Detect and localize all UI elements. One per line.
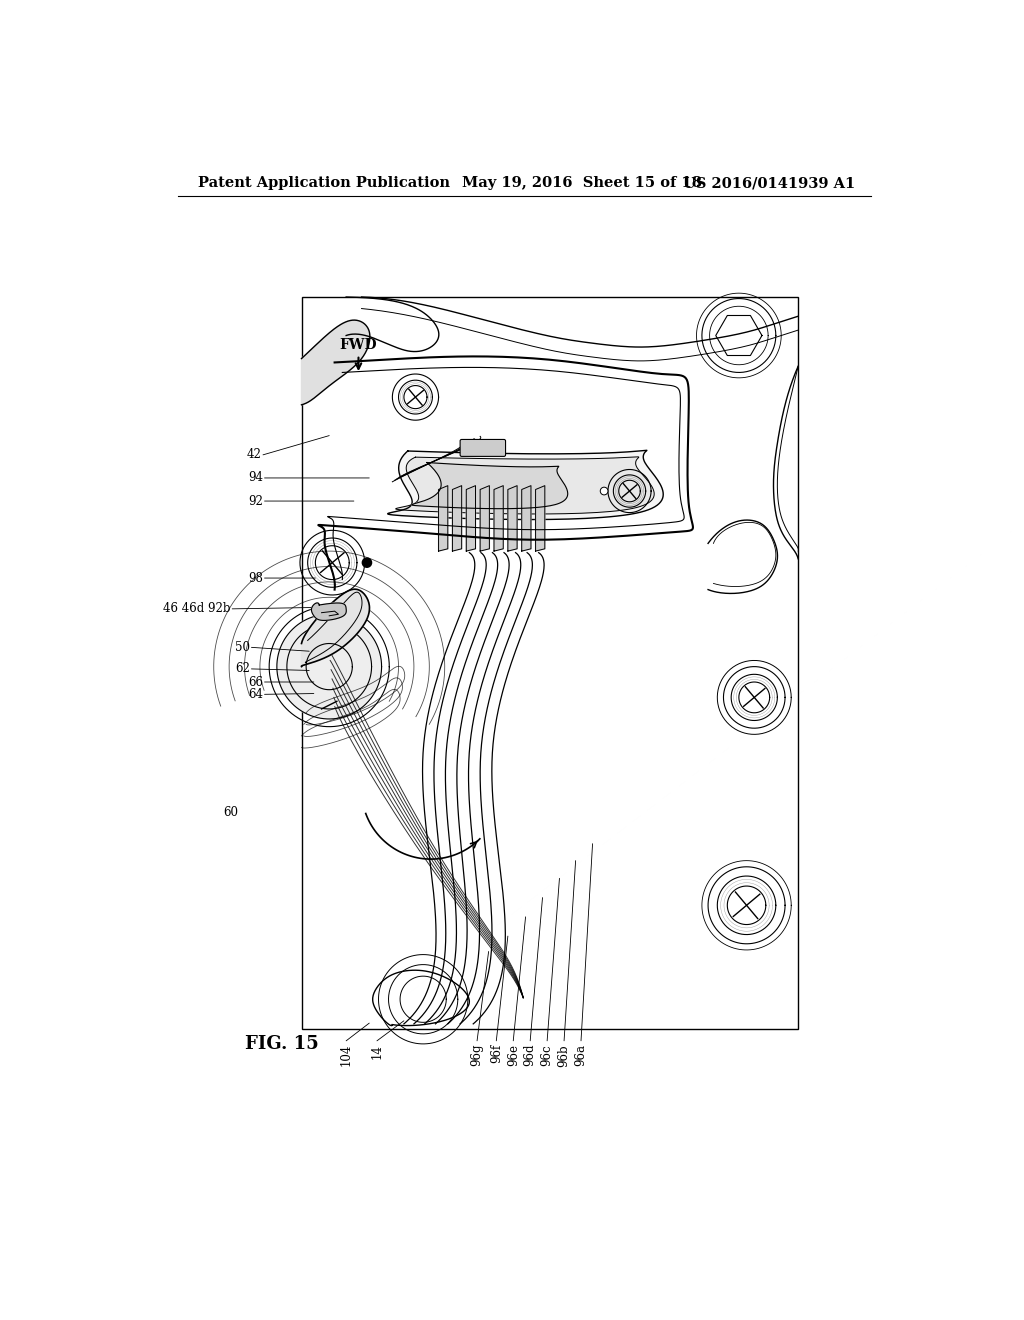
Text: 92: 92	[248, 495, 263, 508]
Polygon shape	[301, 589, 370, 667]
Polygon shape	[536, 486, 545, 552]
Text: 104: 104	[340, 1044, 352, 1067]
Polygon shape	[508, 486, 517, 552]
Polygon shape	[438, 486, 447, 552]
Polygon shape	[395, 457, 654, 513]
Text: 14: 14	[371, 1044, 383, 1059]
Text: 46 46d 92b: 46 46d 92b	[163, 602, 230, 615]
Text: 96e: 96e	[507, 1044, 520, 1067]
Polygon shape	[521, 486, 531, 552]
Text: 98: 98	[248, 572, 263, 585]
Circle shape	[600, 487, 608, 495]
Text: FIG. 15: FIG. 15	[245, 1035, 318, 1052]
Text: May 19, 2016  Sheet 15 of 18: May 19, 2016 Sheet 15 of 18	[462, 176, 701, 190]
Bar	[301, 297, 798, 1028]
Polygon shape	[466, 486, 475, 552]
Text: 66: 66	[248, 676, 263, 689]
Text: US 2016/0141939 A1: US 2016/0141939 A1	[683, 176, 856, 190]
Text: 62: 62	[236, 663, 250, 676]
Text: Patent Application Publication: Patent Application Publication	[199, 176, 451, 190]
Text: 96b: 96b	[558, 1044, 570, 1067]
Polygon shape	[494, 486, 503, 552]
Circle shape	[276, 614, 382, 719]
Polygon shape	[311, 603, 346, 620]
Text: 60: 60	[223, 807, 239, 820]
Text: 96a: 96a	[574, 1044, 588, 1067]
Text: 64: 64	[248, 688, 263, 701]
Text: 96d: 96d	[523, 1044, 537, 1067]
Text: 42: 42	[247, 449, 261, 462]
Text: FWD: FWD	[340, 338, 377, 352]
Polygon shape	[388, 450, 664, 520]
Circle shape	[362, 558, 372, 568]
Text: 96f: 96f	[489, 1044, 503, 1063]
Text: 94: 94	[248, 471, 263, 484]
Text: 96c: 96c	[541, 1044, 554, 1065]
Polygon shape	[480, 486, 489, 552]
Polygon shape	[412, 462, 567, 508]
Polygon shape	[301, 319, 370, 405]
Text: 96g: 96g	[471, 1044, 483, 1067]
Polygon shape	[453, 486, 462, 552]
FancyBboxPatch shape	[460, 440, 506, 457]
Text: 50: 50	[234, 640, 250, 653]
